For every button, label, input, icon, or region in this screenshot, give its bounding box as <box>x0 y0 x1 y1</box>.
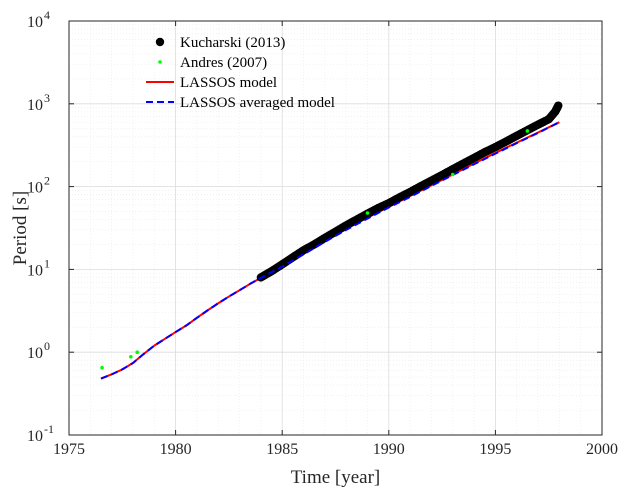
y-tick-label: 10 <box>27 262 43 279</box>
legend-label: LASSOS averaged model <box>180 95 335 111</box>
data-point-andres <box>365 211 370 215</box>
minor-grid <box>69 21 602 435</box>
axis-ticks <box>68 20 603 436</box>
x-tick-label: 1980 <box>160 441 192 458</box>
y-tick-exponent: 4 <box>44 8 50 22</box>
y-tick-exponent: 3 <box>44 91 50 105</box>
y-tick-exponent: 2 <box>44 174 50 188</box>
plot-frame <box>68 20 603 436</box>
data-point-andres <box>135 350 140 355</box>
y-tick-label: 10 <box>27 97 43 114</box>
data-point-andres <box>450 172 455 177</box>
data-point-andres <box>525 129 530 133</box>
legend-label: LASSOS model <box>180 75 277 91</box>
legend-marker <box>155 37 165 47</box>
legend-item: Andres (2007) <box>158 55 267 71</box>
data-point-kucharski <box>554 101 563 110</box>
data-point-andres <box>129 354 133 359</box>
y-tick-label: 10 <box>27 180 43 197</box>
y-axis-label: Period [s] <box>10 191 31 265</box>
legend-label: Kucharski (2013) <box>180 35 285 51</box>
x-tick-label: 1985 <box>266 441 298 458</box>
x-tick-label: 1995 <box>479 441 511 458</box>
data-point-andres <box>100 365 104 370</box>
y-tick-label: 10 <box>27 345 43 362</box>
series-layer <box>100 101 563 380</box>
legend-item: Kucharski (2013) <box>155 35 285 51</box>
x-tick-labels: 1975 1980 1985 1990 1995 2000 <box>53 441 618 458</box>
legend: Kucharski (2013) Andres (2007) LASSOS mode… <box>146 35 335 111</box>
legend-item: LASSOS model <box>146 75 277 91</box>
y-tick-label: 10 <box>27 428 43 445</box>
x-axis-label: Time [year] <box>291 467 381 488</box>
y-tick-exponent: 0 <box>44 339 50 353</box>
legend-label: Andres (2007) <box>180 55 267 71</box>
x-tick-label: 2000 <box>586 441 618 458</box>
legend-marker <box>158 60 162 64</box>
x-tick-label: 1990 <box>373 441 405 458</box>
series-line <box>100 121 560 380</box>
x-tick-label: 1975 <box>53 441 85 458</box>
y-tick-label: 10 <box>27 14 43 31</box>
y-tick-exponent: 1 <box>44 256 50 270</box>
legend-item: LASSOS averaged model <box>146 95 335 111</box>
y-tick-exponent: -1 <box>44 422 54 436</box>
